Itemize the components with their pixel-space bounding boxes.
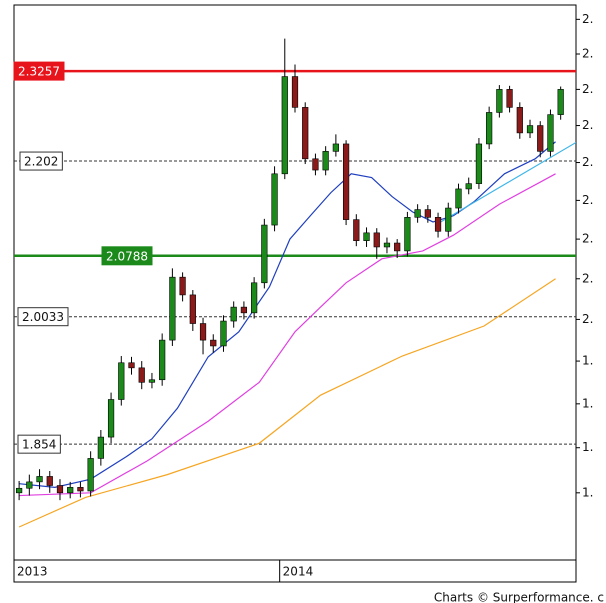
y-tick-label: 2. [582,46,593,60]
footer: Charts © Surperformance. c [434,591,604,603]
y-tick-label: 2. [582,12,593,26]
candle-body [107,399,115,438]
candle-body [138,367,145,383]
candle-body [56,485,64,494]
level-label: 2.3257 [18,65,60,79]
candle-body [271,173,278,226]
y-tick-label: 1. [582,485,593,499]
candle-body [373,232,380,248]
candle-body [240,306,248,314]
candle-body [424,209,431,218]
candle-body [353,219,360,241]
level-label-box [17,307,69,327]
candle-body [465,183,472,190]
candle-body [291,76,299,108]
candle-body [15,487,23,494]
y-tick-label: 2. [582,193,593,207]
candle-body [434,217,442,232]
candle-body [383,242,391,248]
candle-body [169,276,176,341]
level-label-box [19,151,63,171]
indicator-line [437,141,576,225]
level-label: 2.0788 [106,249,148,263]
candle-body [220,320,227,347]
candle-body [394,242,401,252]
candle-body [67,487,74,494]
candle-body [332,143,339,152]
candle-body [26,481,33,489]
candle-body [97,436,104,459]
candle-body [189,294,196,324]
candle-body [526,125,534,134]
level-label: 1.854 [22,438,56,452]
candle-body [118,362,125,400]
y-tick-label: 2. [582,271,593,285]
candle-body [475,143,483,184]
candle-body [486,112,493,145]
candle-body [36,476,43,483]
y-tick-label: 2. [582,82,593,96]
candle-body [87,458,94,492]
candle-body [537,125,544,152]
y-tick-label: 2. [582,232,593,246]
candle-body [496,89,503,113]
level-label-box [13,61,65,81]
candle-body [414,209,421,218]
candle-body [148,379,156,383]
candle-body [261,224,268,284]
candle-body [251,282,258,314]
candle-body [506,89,513,108]
candle-body [312,158,319,171]
x-tick-label: 2013 [17,565,48,579]
candle-body [557,89,564,115]
indicator-line [19,173,556,497]
candle-body [302,107,309,160]
candle-body [547,114,554,152]
candle-body [363,232,370,241]
y-tick-label: 2. [582,155,593,169]
candle-body [46,476,53,486]
candle-body [128,362,135,369]
level-label-box [17,434,61,454]
y-tick-label: 2. [582,312,593,326]
x-tick-label: 2014 [283,565,314,579]
candle-body [281,76,288,175]
candle-body [210,339,217,347]
candle-body [199,323,207,341]
candle-body [230,306,237,322]
indicator-line [18,278,556,528]
candle-body [322,151,329,171]
level-label: 2.202 [24,155,58,169]
level-label: 2.0033 [22,310,64,324]
candle-body [445,207,452,232]
candle-body [159,339,166,381]
candle-body [404,217,411,252]
candle-body [179,276,186,296]
candle-body [455,188,462,209]
y-tick-label: 1. [582,396,593,410]
candle-body [77,487,84,492]
y-tick-label: 1. [582,354,593,368]
candle-body [342,143,350,220]
y-tick-label: 1. [582,440,593,454]
y-tick-label: 2. [582,118,593,132]
candle-body [516,107,523,134]
plot [14,38,576,528]
level-label-box [101,246,153,266]
